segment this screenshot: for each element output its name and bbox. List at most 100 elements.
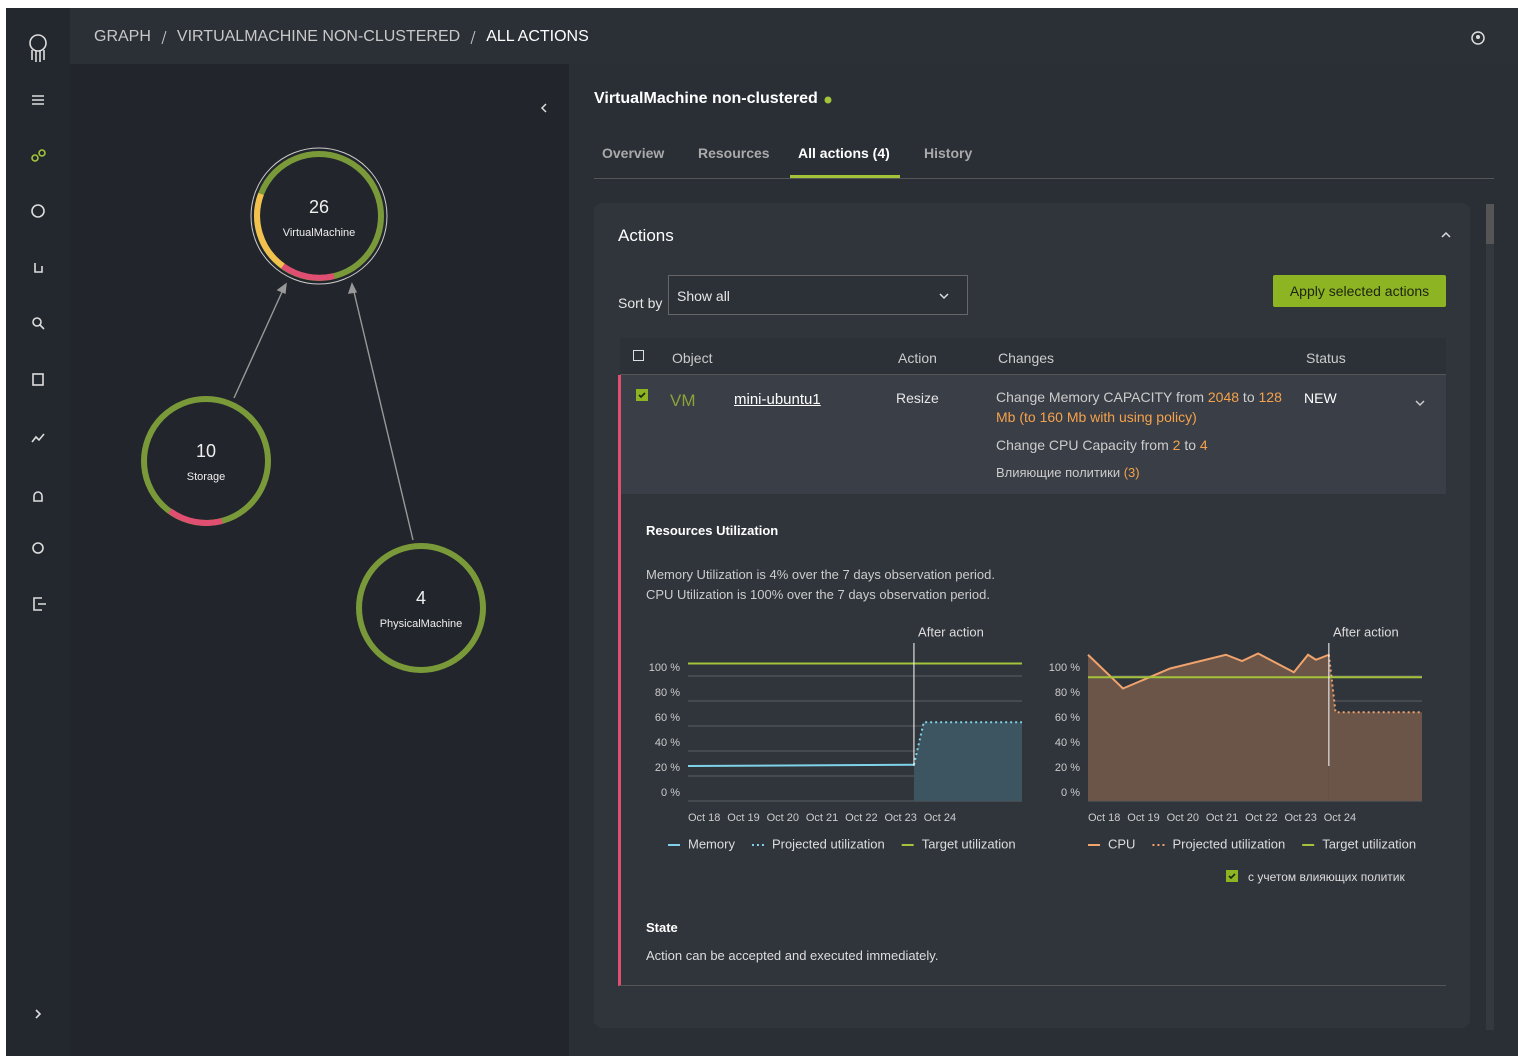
icon[interactable] <box>32 317 42 327</box>
legend-label: Target utilization <box>1322 836 1416 851</box>
collapse[interactable] <box>540 103 547 113</box>
legend-label: CPU <box>1108 836 1135 851</box>
y-tick-label: 100 % <box>649 662 680 674</box>
x-tick-label: Oct 21 <box>1206 812 1238 824</box>
expand-row[interactable] <box>1415 399 1425 407</box>
area <box>913 722 1022 801</box>
y-tick-label: 40 % <box>655 737 680 749</box>
column-header: Action <box>898 350 937 366</box>
section-title: Resources Utilization <box>646 523 779 538</box>
action-type: Resize <box>896 390 939 406</box>
collapse[interactable] <box>1440 231 1452 239</box>
sort-value: Show all <box>677 288 730 304</box>
y-tick-label: 0 % <box>1061 787 1080 799</box>
changes: Change Memory CAPACITY from 2048 to 128 … <box>996 387 1291 491</box>
change-value: 128 Mb (to 160 Mb with using policy) <box>996 389 1286 425</box>
tab[interactable]: History <box>924 145 973 161</box>
icon[interactable] <box>33 597 46 611</box>
change-value: 2048 <box>1207 389 1240 405</box>
apply-button[interactable]: Apply selected actions <box>1273 275 1446 307</box>
icon[interactable] <box>31 433 45 443</box>
x-tick-label: Oct 24 <box>1324 812 1356 824</box>
top-bar: GRAPH VIRTUALMACHINE NON-CLUSTERED ALL A… <box>70 8 1518 64</box>
x-tick-label: Oct 21 <box>806 812 838 824</box>
graph-panel: 26 VirtualMachine 10 Storage 4 PhysicalM… <box>70 64 569 1056</box>
policy-label: с учетом влияющих политик <box>1248 870 1405 884</box>
sort-label: Sort by <box>618 295 663 311</box>
checkbox[interactable] <box>633 350 644 361</box>
legend-label: Projected utilization <box>1172 836 1285 851</box>
change-line: Change Memory CAPACITY from 2048 to 128 … <box>996 387 1291 427</box>
x-tick-label: Oct 24 <box>924 812 956 824</box>
legend-label: Projected utilization <box>772 836 885 851</box>
annotation-label: After action <box>1333 624 1399 639</box>
sidebar <box>6 8 70 1056</box>
column-header: Object <box>672 350 713 366</box>
y-tick-label: 80 % <box>1055 687 1080 699</box>
crumb[interactable]: GRAPH <box>94 28 151 45</box>
x-tick-label: Oct 18 <box>688 812 720 824</box>
y-tick-label: 80 % <box>655 687 680 699</box>
checkbox-checked[interactable] <box>1226 870 1238 882</box>
change-text: to <box>1239 389 1259 405</box>
expand[interactable] <box>35 1009 42 1019</box>
legend-label: Target utilization <box>922 836 1016 851</box>
object-title: VirtualMachine non-clustered <box>594 90 818 107</box>
icon[interactable] <box>31 154 39 162</box>
node-count: 26 <box>309 197 329 217</box>
tab[interactable]: Overview <box>602 145 665 161</box>
change-line: Влияющие политики (3) <box>996 463 1291 483</box>
tab[interactable]: Resources <box>698 145 770 161</box>
node-count: 4 <box>416 588 426 608</box>
scrollbar[interactable] <box>1486 204 1494 1030</box>
x-tick-label: Oct 19 <box>1127 812 1159 824</box>
sort-select[interactable]: Show all <box>668 275 968 315</box>
icon[interactable] <box>32 373 44 386</box>
breadcrumb: GRAPH VIRTUALMACHINE NON-CLUSTERED ALL A… <box>94 28 589 46</box>
tab-active[interactable]: All actions (4) <box>798 145 890 161</box>
state-text: Action can be accepted and executed imme… <box>646 948 939 963</box>
cpu-chart: 0 % 20 % 40 % 60 % 80 % 100 % Oct 18 Oct 19 Oct … <box>1049 624 1422 851</box>
edge <box>233 291 283 399</box>
line <box>687 763 914 767</box>
scroll-thumb[interactable] <box>1486 204 1494 244</box>
icon[interactable] <box>33 491 43 502</box>
area <box>1328 654 1422 801</box>
node-count: 10 <box>196 441 216 461</box>
change-text: Влияющие политики <box>996 465 1124 480</box>
change-text: Change Memory CAPACITY from <box>996 389 1208 405</box>
column-header: Changes <box>998 350 1055 366</box>
change-value: (3) <box>1123 465 1140 480</box>
node-label: VirtualMachine <box>283 227 356 239</box>
object-name[interactable]: mini-ubuntu1 <box>734 391 821 408</box>
annotation-label: After action <box>918 624 984 639</box>
node-select <box>250 147 388 285</box>
summary: CPU Utilization is 100% over the 7 days … <box>646 587 990 602</box>
status: NEW <box>1304 390 1337 406</box>
icon[interactable] <box>32 542 44 554</box>
x-tick-label: Oct 20 <box>1167 812 1199 824</box>
area <box>1088 653 1329 801</box>
y-tick-label: 60 % <box>655 712 680 724</box>
legend-label: Memory <box>688 836 735 851</box>
app: GRAPH VIRTUALMACHINE NON-CLUSTERED ALL A… <box>6 8 1518 1056</box>
y-tick-label: 20 % <box>655 762 680 774</box>
x-tick-label: Oct 23 <box>1284 812 1316 824</box>
node-ring[interactable] <box>356 543 486 673</box>
row-summary[interactable]: VM mini-ubuntu1 Resize Change Memory CAP… <box>621 375 1446 494</box>
icon[interactable] <box>34 263 43 273</box>
separator <box>470 30 476 45</box>
logo[interactable] <box>29 34 47 52</box>
summary: Memory Utilization is 4% over the 7 days… <box>646 567 995 582</box>
user-icon[interactable] <box>1470 30 1486 46</box>
checkbox-checked[interactable] <box>636 389 648 401</box>
actions-card: Actions Sort by Show all Apply selected … <box>594 203 1470 1028</box>
table-header: Object Action Changes Status <box>620 338 1446 375</box>
icon[interactable] <box>31 204 45 218</box>
change-value: 2 <box>1172 437 1181 453</box>
line <box>1087 652 1330 690</box>
crumb[interactable]: VIRTUALMACHINE NON-CLUSTERED <box>176 28 461 45</box>
icon[interactable] <box>32 95 44 105</box>
change-line: Change CPU Capacity from 2 to 4 <box>996 435 1291 455</box>
node-ring[interactable] <box>141 396 271 526</box>
